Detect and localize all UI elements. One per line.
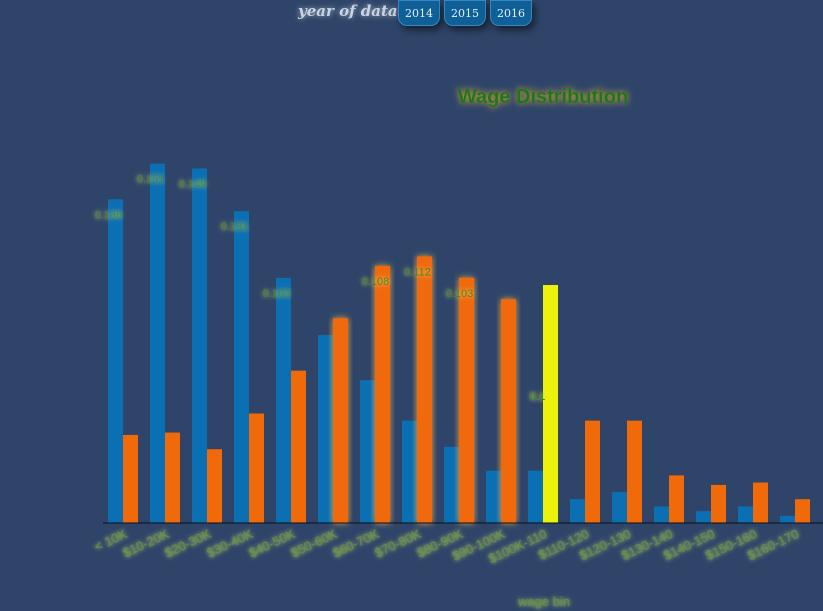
- bar-150-160-series-1[interactable]: [738, 506, 753, 523]
- bar-110-120-series-2[interactable]: [585, 420, 600, 523]
- value-label-10-20k: 0.151: [137, 174, 165, 186]
- bar-130-140-series-1[interactable]: [654, 506, 669, 523]
- year-button-2015[interactable]: 2015: [444, 0, 486, 26]
- bar-120-130-series-2[interactable]: [627, 420, 642, 523]
- bar-50-60k-series-1[interactable]: [318, 334, 333, 523]
- tick-label-20-30k: $20-30K: [162, 526, 213, 561]
- bar-10-20k-series-2[interactable]: [165, 432, 180, 523]
- bar-80-90k-series-2[interactable]: [459, 277, 474, 523]
- bar-90-100k-series-1[interactable]: [486, 470, 501, 523]
- bar-130-140-series-2[interactable]: [669, 475, 684, 523]
- year-selector: year of data: 2014 2015 2016: [0, 0, 823, 40]
- bar-80-90k-series-1[interactable]: [444, 446, 459, 523]
- tick-label-50-60k: $50-60K: [288, 526, 339, 561]
- bar-60-70k-series-1[interactable]: [360, 380, 375, 523]
- bar-70-80k-series-2[interactable]: [417, 256, 432, 523]
- bar-140-150-series-1[interactable]: [696, 511, 711, 523]
- value-label-60-70k: 0.108: [362, 276, 390, 288]
- year-button-2014[interactable]: 2014: [398, 0, 440, 26]
- year-label: year of data:: [298, 2, 404, 20]
- value-label-10k: 0.136: [95, 209, 123, 221]
- chart-title: Wage Distribution: [458, 86, 628, 108]
- tick-label-70-80k: $70-80K: [372, 526, 423, 561]
- bar-100k-110-series-2[interactable]: [543, 285, 558, 523]
- year-button-2016[interactable]: 2016: [490, 0, 532, 26]
- bar-30-40k-series-1[interactable]: [234, 211, 249, 523]
- tick-label-60-70k: $60-70K: [330, 526, 381, 561]
- bar-50-60k-series-2[interactable]: [333, 318, 348, 523]
- tick-label-10-20k: $10-20K: [120, 526, 171, 561]
- bar-10k-series-2[interactable]: [123, 434, 138, 523]
- bar-70-80k-series-1[interactable]: [402, 420, 417, 523]
- bar-40-50k-series-1[interactable]: [276, 277, 291, 523]
- bar-20-30k-series-2[interactable]: [207, 449, 222, 523]
- bar-40-50k-series-2[interactable]: [291, 370, 306, 523]
- tick-label-40-50k: $40-50K: [246, 526, 297, 561]
- tick-label-30-40k: $30-40K: [204, 526, 255, 561]
- bar-100k-110-series-1[interactable]: [528, 470, 543, 523]
- bar-60-70k-series-2[interactable]: [375, 265, 390, 523]
- bar-30-40k-series-2[interactable]: [249, 413, 264, 523]
- value-label-30-40k: 0.131: [221, 221, 249, 233]
- bar-10k-series-1[interactable]: [108, 199, 123, 523]
- value-label-70-80k: 0.112: [404, 266, 431, 278]
- bar-90-100k-series-2[interactable]: [501, 299, 516, 523]
- bar-10-20k-series-1[interactable]: [150, 163, 165, 523]
- bar-160-170-series-1[interactable]: [780, 515, 795, 523]
- value-label-40-50k: 0.103: [263, 288, 291, 300]
- bar-120-130-series-1[interactable]: [612, 492, 627, 523]
- bar-20-30k-series-1[interactable]: [192, 168, 207, 523]
- value-label-80-90k: 0.103: [446, 288, 474, 300]
- value-label-20-30k: 0.149: [179, 178, 207, 190]
- bar-160-170-series-2[interactable]: [795, 499, 810, 523]
- value-label-100k-110: 0.1: [530, 391, 545, 403]
- bar-110-120-series-1[interactable]: [570, 499, 585, 523]
- bar-150-160-series-2[interactable]: [753, 482, 768, 523]
- bar-140-150-series-2[interactable]: [711, 484, 726, 523]
- x-axis-title: wage bin: [517, 594, 570, 609]
